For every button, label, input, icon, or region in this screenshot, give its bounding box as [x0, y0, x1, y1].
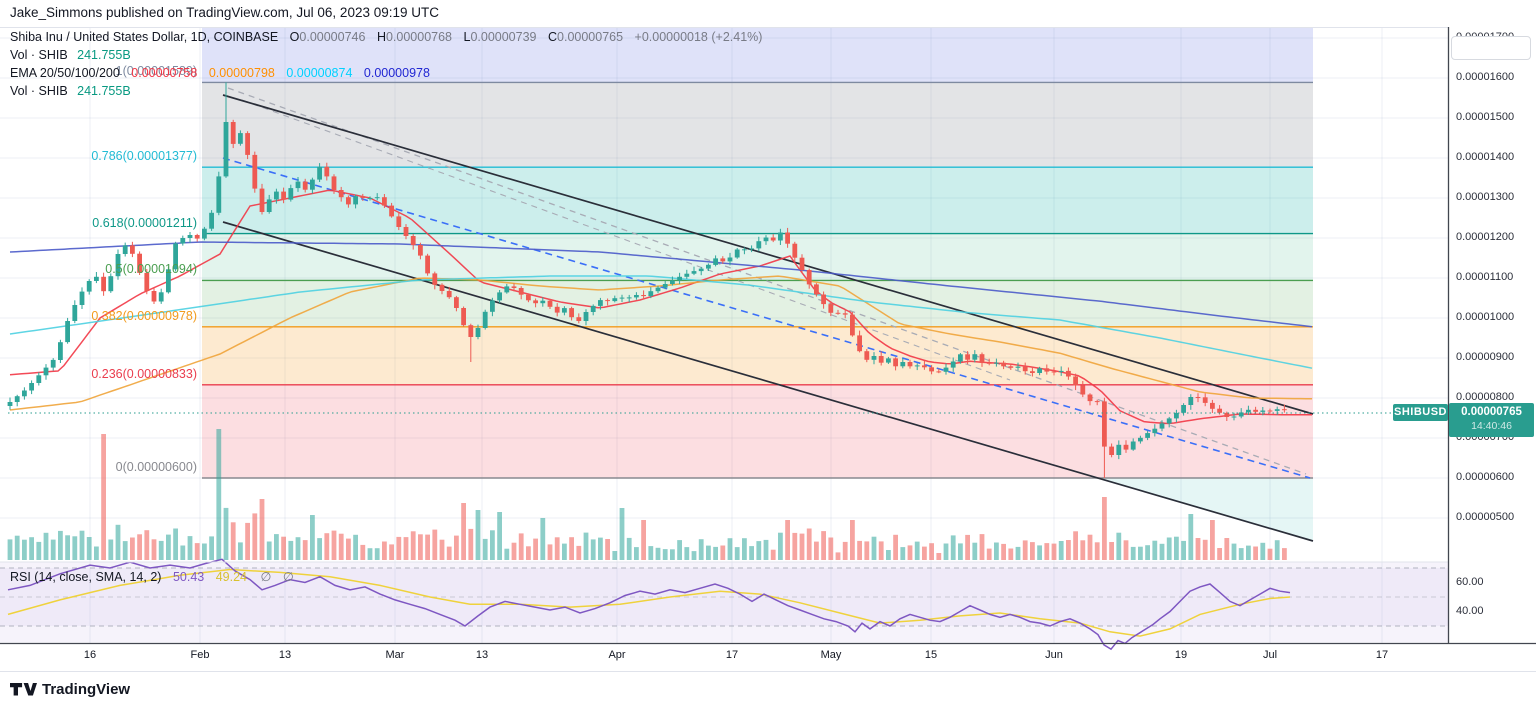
price-axis-label[interactable]: 0.00001100 [1456, 271, 1514, 283]
ema-label: EMA 20/50/100/200 [10, 66, 120, 80]
price-axis-label[interactable]: 0.00001500 [1456, 111, 1515, 123]
last-price-axis-tag: 0.00000765 14:40:46 [1449, 403, 1534, 437]
rsi-axis-label[interactable]: 40.00 [1456, 605, 1484, 617]
rsi-empty-icon-2: ∅ [282, 570, 294, 584]
time-axis-tick[interactable]: May [820, 649, 842, 661]
price-axis-label[interactable]: 0.00000600 [1456, 471, 1515, 483]
legend-ema-row[interactable]: EMA 20/50/100/200 0.00000758 0.00000798 … [10, 66, 430, 80]
time-axis-tick[interactable]: 16 [83, 649, 97, 661]
high-label: H [376, 30, 386, 44]
fib-level-label: 0.786(0.00001377) [91, 149, 197, 163]
fib-level-label: 0.618(0.00001211) [92, 216, 197, 230]
fib-level-label: 0.236(0.00000833) [91, 367, 197, 381]
time-axis-tick[interactable]: Apr [608, 649, 626, 661]
ema20-value: 0.00000758 [131, 66, 198, 80]
legend-volume-row-1[interactable]: Vol · SHIB 241.755B [10, 48, 131, 62]
open-label: O [289, 30, 300, 44]
low-label: L [463, 30, 471, 44]
time-axis-tick[interactable]: Jul [1262, 649, 1278, 661]
price-axis-label[interactable]: 0.00001300 [1456, 191, 1515, 203]
price-axis-label[interactable]: 0.00001600 [1456, 71, 1515, 83]
fib-level-label: 0(0.00000600) [115, 460, 197, 474]
ema50-value: 0.00000798 [208, 66, 275, 80]
volume-label-2: Vol · SHIB [10, 84, 68, 98]
close-label: C [547, 30, 558, 44]
fib-level-label: 1(0.00001589) [115, 64, 197, 78]
time-axis-tick[interactable]: 13 [278, 649, 292, 661]
legend-rsi-row[interactable]: RSI (14, close, SMA, 14, 2) 50.43 49.24 … [10, 569, 294, 584]
open-value: 0.00000746 [299, 30, 366, 44]
tradingview-logo-icon[interactable] [10, 682, 37, 697]
axis-tooltip-box [1451, 36, 1531, 60]
bar-countdown: 14:40:46 [1471, 420, 1512, 432]
header-byline: Jake_Simmons published on TradingView.co… [10, 5, 439, 20]
time-axis-tick[interactable]: Jun [1045, 649, 1063, 661]
last-price-symbol-tag: SHIBUSD [1393, 404, 1448, 421]
time-axis-tick[interactable]: Mar [385, 649, 405, 661]
time-axis-tick[interactable]: 15 [924, 649, 938, 661]
tradingview-brand-text[interactable]: TradingView [42, 681, 131, 698]
time-axis-tick[interactable]: Feb [190, 649, 210, 661]
high-value: 0.00000768 [385, 30, 453, 44]
rsi-value: 50.43 [172, 570, 205, 584]
ema200-value: 0.00000978 [363, 66, 430, 80]
rsi-label: RSI (14, close, SMA, 14, 2) [10, 570, 162, 584]
price-axis-label[interactable]: 0.00000500 [1456, 511, 1515, 523]
last-price-value: 0.00000765 [1461, 406, 1522, 418]
time-axis-tick[interactable]: 19 [1174, 649, 1188, 661]
symbol-title: Shiba Inu / United States Dollar, 1D, CO… [10, 30, 279, 44]
close-value: 0.00000765 [557, 30, 624, 44]
price-axis-label[interactable]: 0.00000900 [1456, 351, 1515, 363]
volume-value: 241.755B [77, 48, 131, 62]
time-axis-tick[interactable]: 17 [725, 649, 739, 661]
volume-value-2: 241.755B [77, 84, 131, 98]
ema100-value: 0.00000874 [286, 66, 353, 80]
legend-symbol-row[interactable]: Shiba Inu / United States Dollar, 1D, CO… [10, 30, 762, 44]
low-value: 0.00000739 [470, 30, 537, 44]
rsi-axis-label[interactable]: 60.00 [1456, 576, 1484, 588]
price-axis-label[interactable]: 0.00001200 [1456, 231, 1515, 243]
legend-volume-row-2[interactable]: Vol · SHIB 241.755B [10, 84, 131, 98]
time-axis-tick[interactable]: 17 [1375, 649, 1389, 661]
price-axis-label[interactable]: 0.00000800 [1456, 391, 1515, 403]
change-value: +0.00000018 (+2.41%) [634, 30, 763, 44]
volume-label: Vol · SHIB [10, 48, 68, 62]
fib-level-label: 0.5(0.00001094) [105, 262, 197, 276]
rsi-empty-icon: ∅ [260, 570, 272, 584]
price-axis-label[interactable]: 0.00001000 [1456, 311, 1515, 323]
time-axis-tick[interactable]: 13 [475, 649, 489, 661]
price-axis-label[interactable]: 0.00001400 [1456, 151, 1515, 163]
rsi-sma-value: 49.24 [215, 570, 247, 584]
fib-level-label: 0.382(0.00000978) [91, 309, 197, 323]
